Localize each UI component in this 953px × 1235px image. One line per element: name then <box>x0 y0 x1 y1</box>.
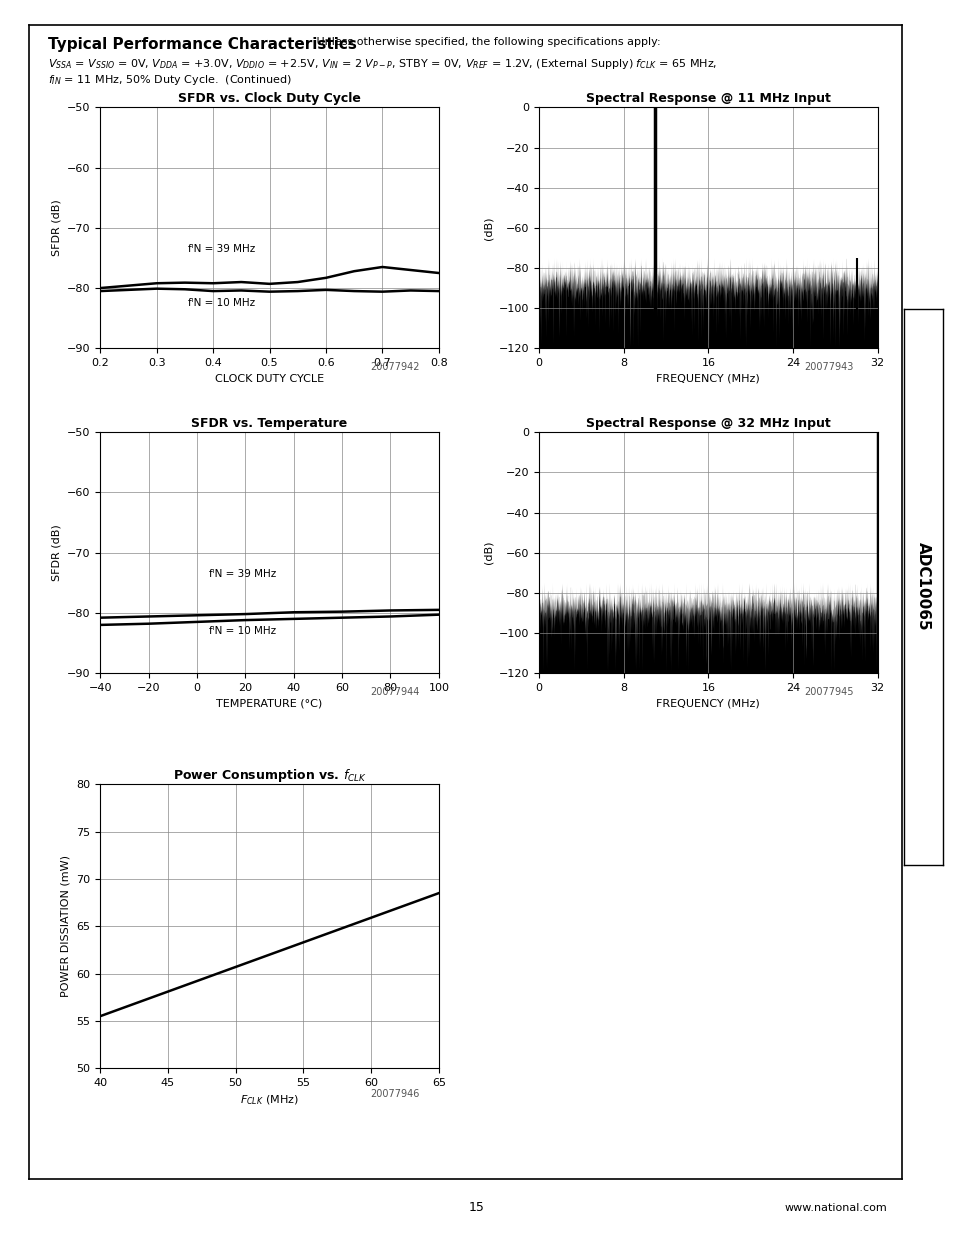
Title: Spectral Response @ 11 MHz Input: Spectral Response @ 11 MHz Input <box>585 91 830 105</box>
Text: 20077943: 20077943 <box>803 363 853 373</box>
Text: 20077942: 20077942 <box>370 363 419 373</box>
Title: SFDR vs. Temperature: SFDR vs. Temperature <box>192 416 347 430</box>
Text: 15: 15 <box>469 1202 484 1214</box>
Text: 20077945: 20077945 <box>803 688 853 698</box>
Title: Power Consumption vs. $f_{CLK}$: Power Consumption vs. $f_{CLK}$ <box>172 767 366 784</box>
Text: fᴵN = 39 MHz: fᴵN = 39 MHz <box>209 569 276 579</box>
X-axis label: FREQUENCY (MHz): FREQUENCY (MHz) <box>656 698 760 709</box>
Y-axis label: SFDR (dB): SFDR (dB) <box>51 525 61 580</box>
Text: ADC10065: ADC10065 <box>915 542 930 631</box>
Text: fᴵN = 10 MHz: fᴵN = 10 MHz <box>188 298 254 308</box>
Text: fᴵN = 10 MHz: fᴵN = 10 MHz <box>209 626 275 636</box>
X-axis label: FREQUENCY (MHz): FREQUENCY (MHz) <box>656 373 760 384</box>
Title: SFDR vs. Clock Duty Cycle: SFDR vs. Clock Duty Cycle <box>178 91 360 105</box>
Text: www.national.com: www.national.com <box>783 1203 886 1213</box>
X-axis label: CLOCK DUTY CYCLE: CLOCK DUTY CYCLE <box>214 373 324 384</box>
Y-axis label: (dB): (dB) <box>483 541 493 564</box>
X-axis label: $F_{CLK}$ (MHz): $F_{CLK}$ (MHz) <box>240 1093 298 1107</box>
Text: 20077946: 20077946 <box>370 1089 419 1099</box>
Text: fᴵN = 39 MHz: fᴵN = 39 MHz <box>188 245 254 254</box>
Y-axis label: SFDR (dB): SFDR (dB) <box>51 200 61 256</box>
Text: $V_{SSA}$ = $V_{SSIO}$ = 0V, $V_{DDA}$ = +3.0V, $V_{DDIO}$ = +2.5V, $V_{IN}$ = 2: $V_{SSA}$ = $V_{SSIO}$ = 0V, $V_{DDA}$ =… <box>48 57 717 70</box>
X-axis label: TEMPERATURE (°C): TEMPERATURE (°C) <box>216 698 322 709</box>
Y-axis label: (dB): (dB) <box>483 216 493 240</box>
Y-axis label: POWER DISSIATION (mW): POWER DISSIATION (mW) <box>61 856 71 997</box>
Text: Unless otherwise specified, the following specifications apply:: Unless otherwise specified, the followin… <box>313 37 659 47</box>
Text: $f_{IN}$ = 11 MHz, 50% Duty Cycle.  (Continued): $f_{IN}$ = 11 MHz, 50% Duty Cycle. (Cont… <box>48 73 291 86</box>
Text: 20077944: 20077944 <box>370 688 419 698</box>
Text: Typical Performance Characteristics: Typical Performance Characteristics <box>48 37 356 52</box>
Title: Spectral Response @ 32 MHz Input: Spectral Response @ 32 MHz Input <box>585 416 830 430</box>
